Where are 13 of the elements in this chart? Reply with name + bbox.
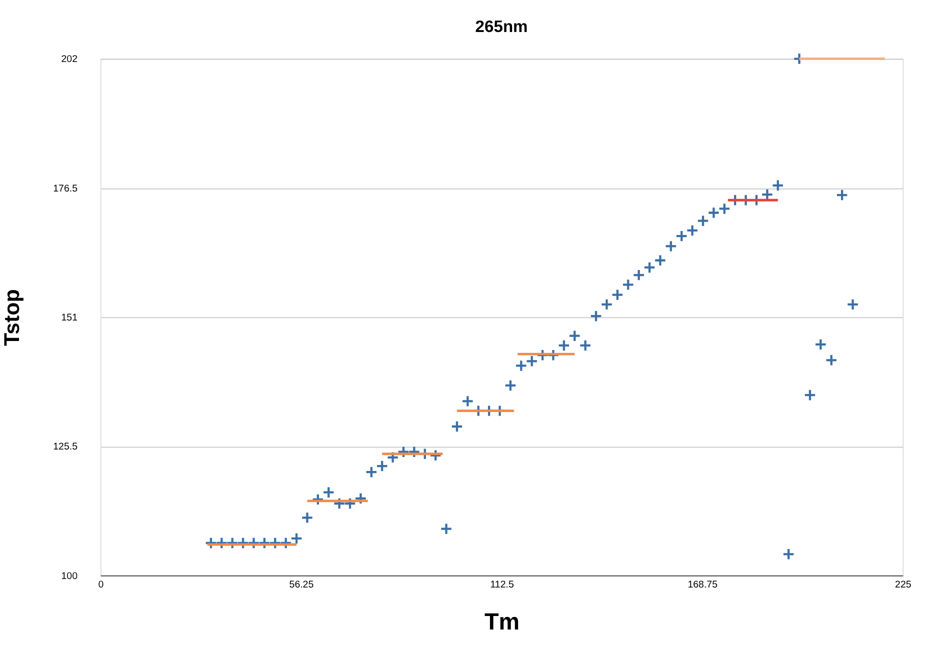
x-tick-label: 0 <box>98 580 104 591</box>
x-tick-label: 112.5 <box>490 580 514 591</box>
y-tick-label: 100 <box>61 570 78 582</box>
x-tick-label: 225 <box>895 580 912 591</box>
y-tick-label: 176.5 <box>53 183 78 194</box>
x-tick-label: 56.25 <box>289 580 314 591</box>
y-tick-label: 151 <box>61 312 78 324</box>
y-axis-title: Tstop <box>0 289 24 346</box>
y-tick-label: 125.5 <box>53 442 78 453</box>
x-axis-title: Tm <box>484 608 520 635</box>
chart-title: 265nm <box>475 16 528 36</box>
y-tick-label: 202 <box>61 54 78 66</box>
x-tick-label: 168.75 <box>688 580 718 591</box>
